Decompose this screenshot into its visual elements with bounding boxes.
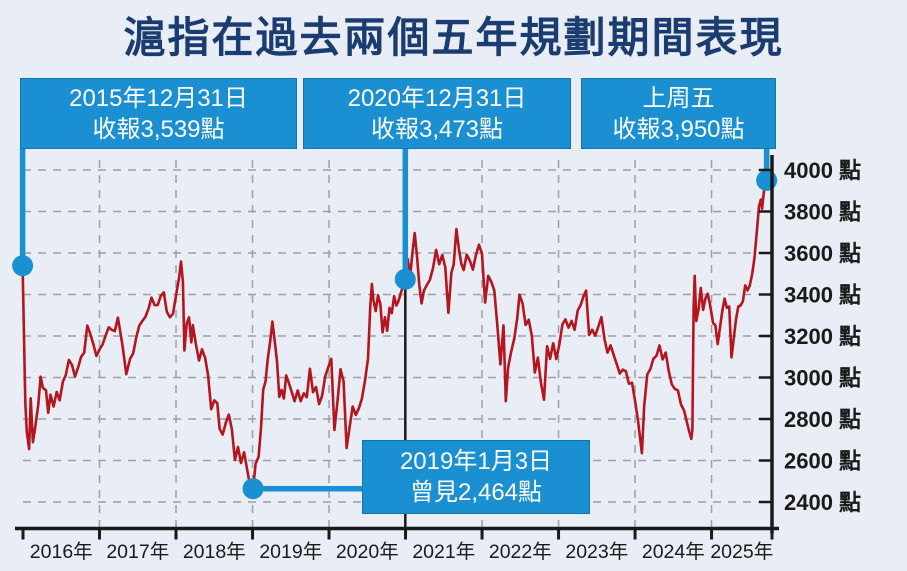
callout-date-line: 2015年12月31日 (69, 84, 248, 112)
callout-2015-close: 2015年12月31日 收報3,539點 (20, 78, 297, 149)
x-tick-label: 2025年 (710, 541, 773, 563)
y-tick-label: 3000 點 (784, 366, 861, 391)
x-tick-label: 2019年 (259, 541, 322, 563)
y-tick-label: 3600 點 (784, 241, 861, 266)
y-tick-label: 2400 點 (784, 490, 861, 515)
callout-value-line: 收報3,473點 (370, 115, 504, 143)
x-tick-label: 2017年 (106, 541, 169, 563)
x-tick-label: 2021年 (412, 541, 475, 563)
y-tick-label: 2600 點 (784, 449, 861, 474)
x-tick-label: 2018年 (183, 541, 246, 563)
y-tick-label: 2800 點 (784, 407, 861, 432)
y-tick-label: 3200 點 (784, 324, 861, 349)
callout-2019-low: 2019年1月3日 曾見2,464點 (362, 440, 590, 514)
callout-last-friday-close: 上周五 收報3,950點 (581, 78, 776, 149)
callout-date-line: 2019年1月3日 (399, 448, 553, 475)
data-point-marker-last-friday (756, 169, 778, 191)
callout-value-line: 曾見2,464點 (409, 479, 543, 506)
x-tick-label: 2020年 (336, 541, 399, 563)
callout-date-line: 2020年12月31日 (347, 84, 527, 112)
data-point-marker-low-2019 (242, 478, 264, 500)
y-tick-label: 3400 點 (784, 283, 861, 308)
callout-2020-close: 2020年12月31日 收報3,473點 (303, 78, 571, 149)
x-tick-label: 2016年 (30, 541, 93, 563)
data-point-marker-close-2015 (12, 255, 34, 277)
y-tick-label: 4000 點 (784, 158, 861, 183)
x-tick-label: 2024年 (642, 541, 705, 563)
chart-title: 滬指在過去兩個五年規劃期間表現 (123, 14, 784, 61)
x-tick-label: 2022年 (489, 541, 552, 563)
y-tick-label: 3800 點 (784, 200, 861, 225)
callout-value-line: 收報3,539點 (92, 115, 225, 143)
callout-value-line: 收報3,950點 (612, 115, 745, 143)
data-point-marker-close-2020 (394, 268, 416, 290)
index-line (21, 179, 768, 490)
callout-date-line: 上周五 (642, 84, 715, 112)
x-tick-label: 2023年 (565, 541, 628, 563)
